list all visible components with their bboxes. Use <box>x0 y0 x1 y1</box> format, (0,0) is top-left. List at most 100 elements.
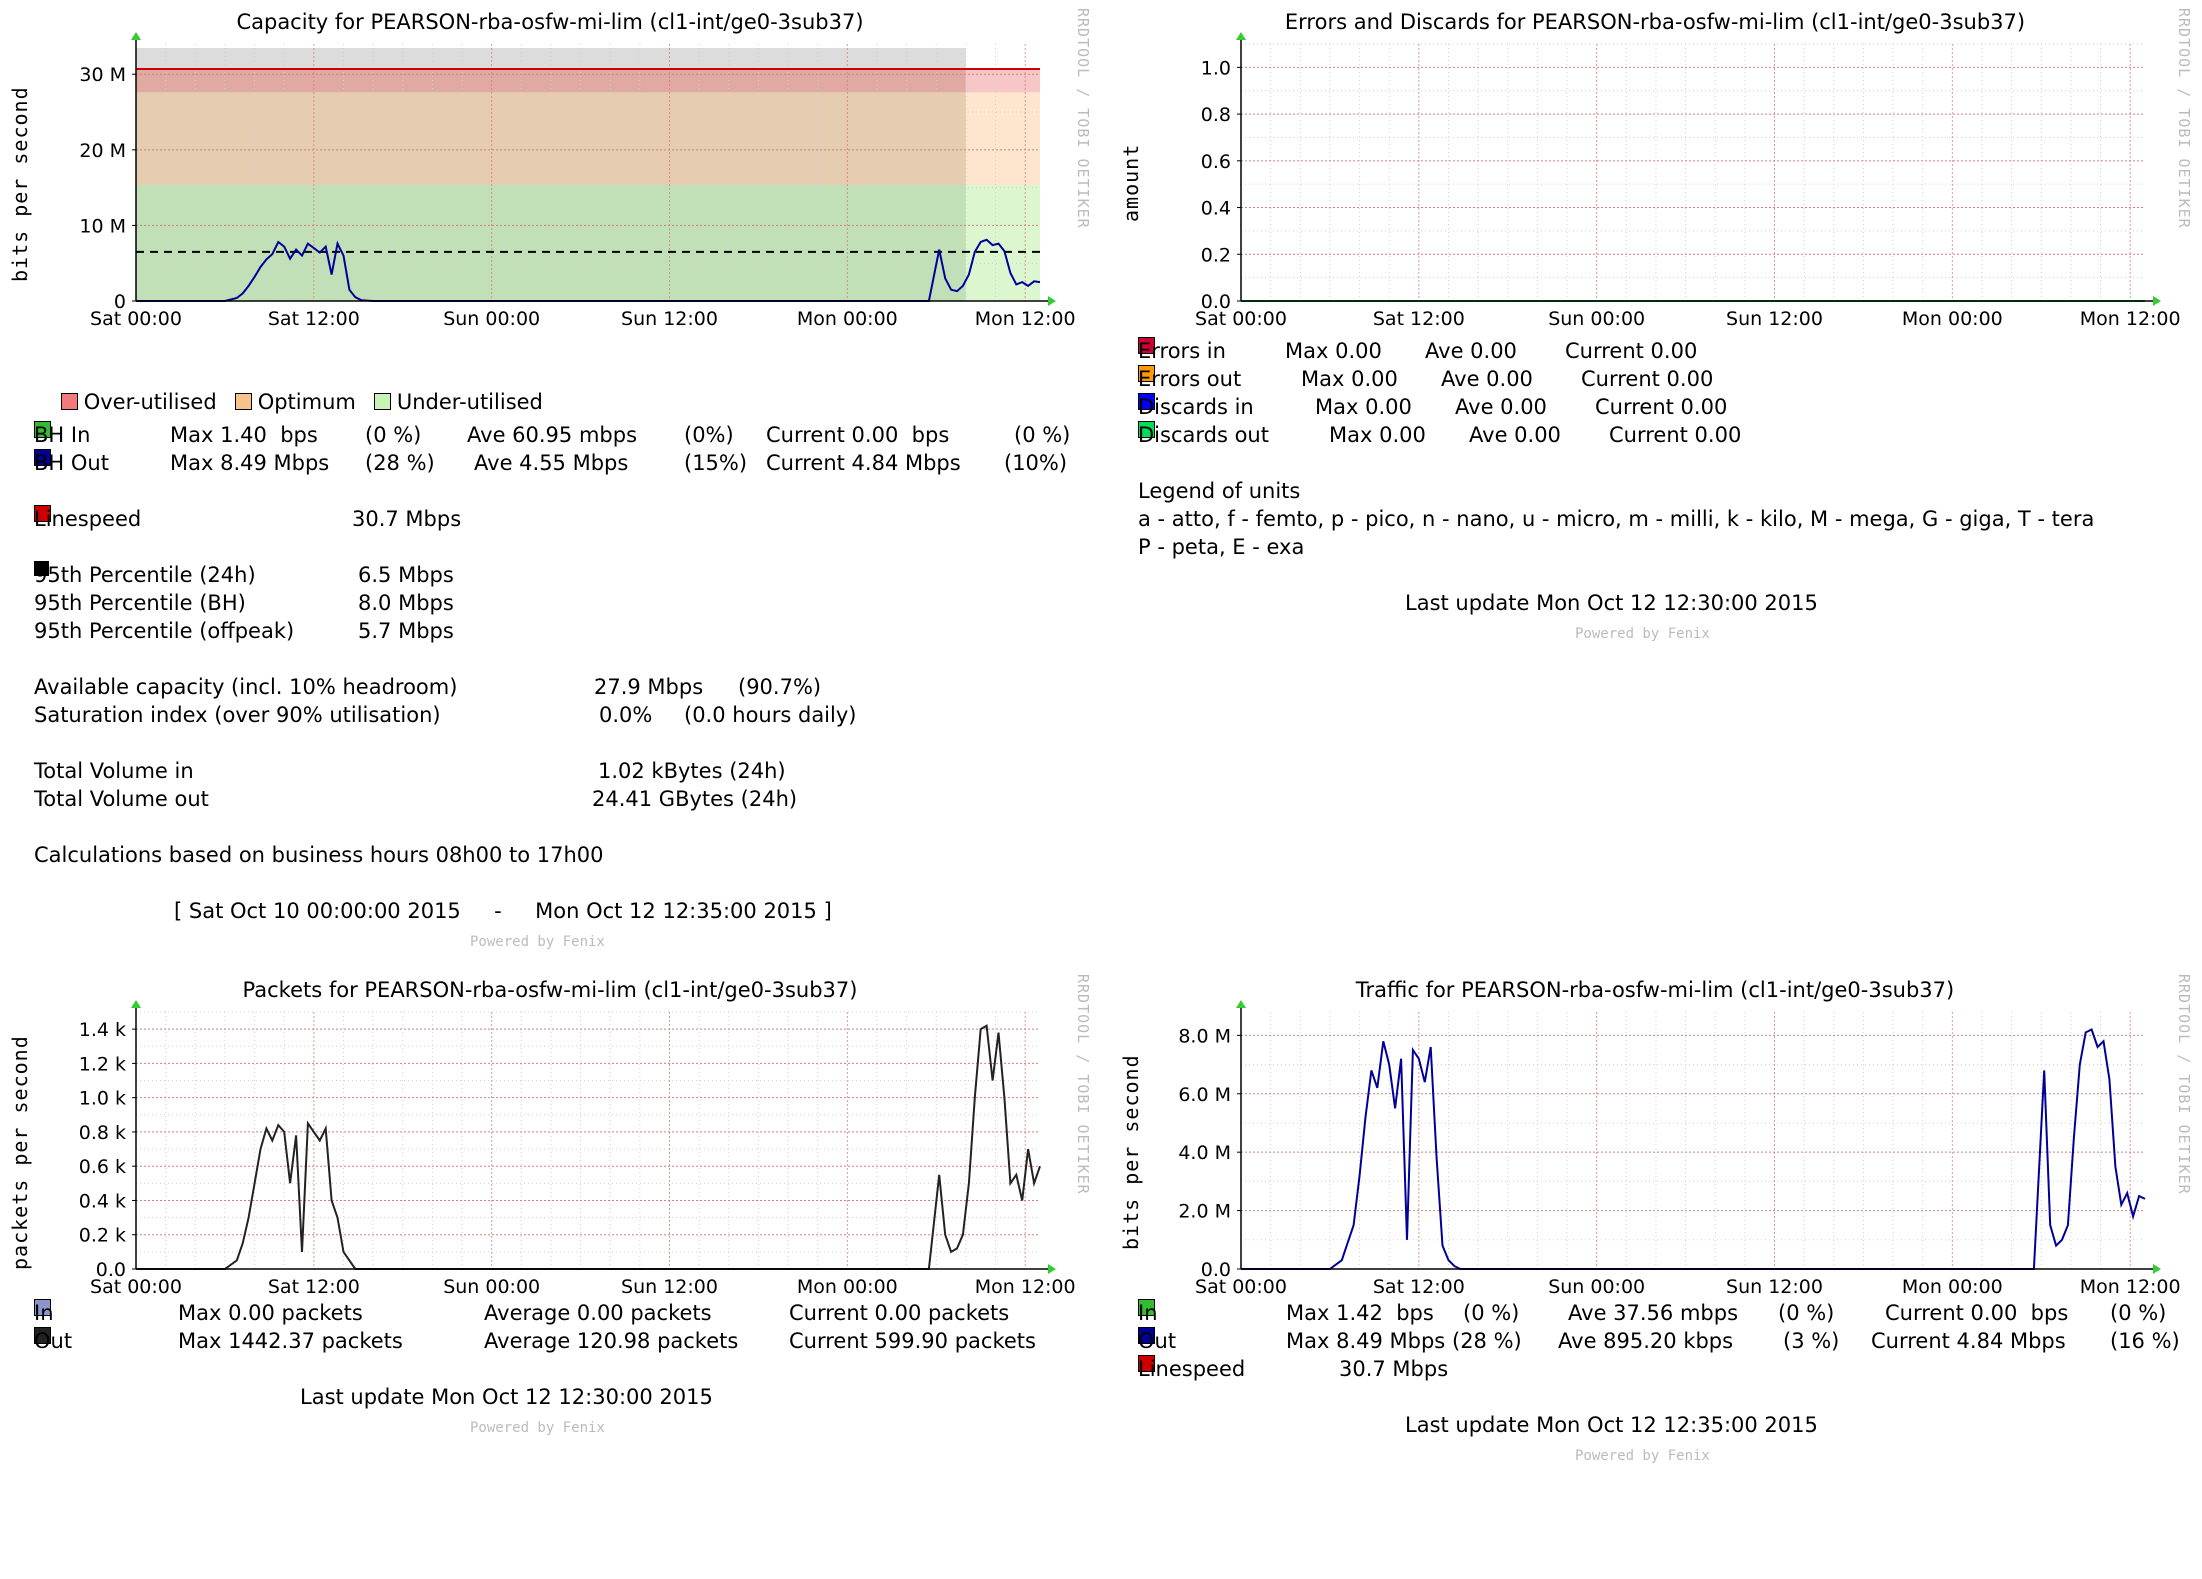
x-tick-label: Sat 12:00 <box>268 1276 360 1298</box>
stat-cur: Current 4.84 Mbps <box>1871 1329 2066 1353</box>
available-value: 27.9 Mbps <box>594 675 704 699</box>
capacity-stat-bh-out: BH Out Max 8.49 Mbps (28 %) Ave 4.55 Mbp… <box>34 449 1074 477</box>
x-tick-label: Sun 00:00 <box>1548 308 1645 330</box>
stat-max: Max 0.00 <box>1315 395 1412 419</box>
stat-name: In <box>34 1301 54 1325</box>
x-tick-label: Sun 12:00 <box>621 308 718 330</box>
y-axis-arrow <box>1236 1000 1246 1008</box>
traffic-stat-in: In Max 1.42 bps (0 %) Ave 37.56 mbps (0 … <box>1138 1299 2198 1327</box>
errors-last-update: Last update Mon Oct 12 12:30:00 2015 <box>1405 591 1818 615</box>
y-tick-label: 0.0 <box>1201 1259 1231 1281</box>
units-legend-title: Legend of units <box>1138 479 1301 503</box>
zone-optimum-swatch <box>234 393 252 410</box>
y-tick-label: 0.6 k <box>79 1156 126 1178</box>
stat-max: Max 8.49 Mbps <box>1286 1329 1446 1353</box>
x-tick-label: Sat 12:00 <box>1373 1276 1465 1298</box>
y-tick-label: 30 M <box>79 64 126 86</box>
x-axis-arrow <box>1048 296 1056 306</box>
series-line-0 <box>136 1024 1041 1270</box>
linespeed-value: 30.7 Mbps <box>352 507 462 531</box>
y-tick-label: 0.4 k <box>79 1190 126 1212</box>
x-tick-label: Mon 00:00 <box>1902 1276 2003 1298</box>
linespeed-label: Linespeed <box>34 507 142 531</box>
x-tick-label: Sun 12:00 <box>1726 308 1823 330</box>
traffic-powered-by: Powered by Fenix <box>1575 1448 1710 1464</box>
x-tick-label: Mon 00:00 <box>1902 308 2003 330</box>
packets-panel: Packets for PEARSON-rba-osfw-mi-lim (cl1… <box>0 968 1100 1484</box>
stat-max: Max 1.42 bps <box>1286 1301 1434 1325</box>
stat-cur: Current 0.00 bps <box>1885 1301 2069 1325</box>
zone-optimum-business <box>136 92 966 185</box>
stat-maxpct: (0 %) <box>365 423 422 447</box>
traffic-linespeed: Linespeed 30.7 Mbps <box>1138 1355 1738 1383</box>
bh-out-swatch <box>34 449 51 466</box>
available-label: Available capacity (incl. 10% headroom) <box>34 675 458 699</box>
percentile-24h: 95th Percentile (24h) 6.5 Mbps <box>34 561 634 589</box>
capacity-stat-bh-in: BH In Max 1.40 bps (0 %) Ave 60.95 mbps … <box>34 421 1074 449</box>
errors-title: Errors and Discards for PEARSON-rba-osfw… <box>1284 10 2026 34</box>
stat-name: Errors out <box>1138 367 1242 391</box>
packets-stat-in: In Max 0.00 packets Average 0.00 packets… <box>34 1299 1094 1327</box>
x-axis-arrow <box>2153 1264 2161 1274</box>
stat-maxpct: (28 %) <box>365 451 435 475</box>
errors-panel: Errors and Discards for PEARSON-rba-osfw… <box>1105 0 2202 660</box>
saturation-extra: (0.0 hours daily) <box>684 703 857 727</box>
percentile-label: 95th Percentile (BH) <box>34 591 246 615</box>
errors-stat-errors-in: Errors in Max 0.00 Ave 0.00 Current 0.00 <box>1138 337 2138 365</box>
errors-stat-discards-out: Discards out Max 0.00 Ave 0.00 Current 0… <box>1138 421 2138 449</box>
stat-cur: Current 0.00 packets <box>789 1301 1010 1325</box>
capacity-zone-legend: Over-utilised Optimum Under-utilised <box>34 366 543 438</box>
saturation-label: Saturation index (over 90% utilisation) <box>34 703 441 727</box>
zone-over-swatch <box>60 393 78 410</box>
packets-title: Packets for PEARSON-rba-osfw-mi-lim (cl1… <box>242 978 858 1002</box>
units-legend-line2: P - peta, E - exa <box>1138 535 1305 559</box>
traffic-title: Traffic for PEARSON-rba-osfw-mi-lim (cl1… <box>1355 978 1955 1002</box>
stat-ave: Ave 0.00 <box>1425 339 1517 363</box>
stat-maxpct: (0 %) <box>1463 1301 1520 1325</box>
x-tick-label: Sun 12:00 <box>1726 1276 1823 1298</box>
traffic-out-swatch <box>1138 1327 1155 1344</box>
x-tick-label: Mon 12:00 <box>975 1276 1076 1298</box>
stat-name: Out <box>34 1329 73 1353</box>
packets-out-swatch <box>34 1327 51 1344</box>
errors-stat-discards-in: Discards in Max 0.00 Ave 0.00 Current 0.… <box>1138 393 2138 421</box>
stat-ave: Ave 895.20 kbps <box>1558 1329 1734 1353</box>
zone-under-swatch <box>373 393 391 410</box>
volume-out-label: Total Volume out <box>34 787 209 811</box>
volume-in-value: 1.02 kBytes (24h) <box>598 759 786 783</box>
linespeed-value: 30.7 Mbps <box>1339 1357 1449 1381</box>
stat-max: Max 0.00 packets <box>178 1301 363 1325</box>
stat-name: Out <box>1138 1329 1177 1353</box>
stat-max: Max 1.40 bps <box>170 423 318 447</box>
y-tick-label: 0.8 <box>1201 104 1231 126</box>
x-tick-label: Sat 00:00 <box>90 308 182 330</box>
percentile-value: 5.7 Mbps <box>358 619 454 643</box>
capacity-panel: Capacity for PEARSON-rba-osfw-mi-lim (cl… <box>0 0 1100 960</box>
x-tick-label: Mon 00:00 <box>797 308 898 330</box>
stat-max: Max 8.49 Mbps <box>170 451 330 475</box>
y-tick-label: 0.0 <box>96 1259 126 1281</box>
stat-max: Max 0.00 <box>1301 367 1398 391</box>
available-pct: (90.7%) <box>738 675 822 699</box>
percentile-label: 95th Percentile (offpeak) <box>34 619 295 643</box>
stat-curpct: (0 %) <box>2110 1301 2167 1325</box>
errors-stat-errors-out: Errors out Max 0.00 Ave 0.00 Current 0.0… <box>1138 365 2138 393</box>
x-tick-label: Sat 00:00 <box>90 1276 182 1298</box>
x-tick-label: Sat 12:00 <box>268 308 360 330</box>
series-line-0 <box>136 238 1041 302</box>
stat-ave: Average 0.00 packets <box>484 1301 712 1325</box>
zone-under-business <box>136 184 966 301</box>
y-tick-label: 1.0 k <box>79 1088 126 1110</box>
linespeed-swatch <box>34 505 51 522</box>
stat-curpct: (16 %) <box>2110 1329 2180 1353</box>
capacity-powered-by: Powered by Fenix <box>470 934 605 950</box>
stat-cur: Current 0.00 <box>1595 395 1728 419</box>
x-axis-arrow <box>2153 296 2161 306</box>
y-tick-label: 1.4 k <box>79 1019 126 1041</box>
zone-over-label: Over-utilised <box>83 390 217 414</box>
time-range: [ Sat Oct 10 00:00:00 2015 - Mon Oct 12 … <box>174 899 832 923</box>
stat-cur: Current 4.84 Mbps <box>766 451 961 475</box>
stat-curpct: (10%) <box>1004 451 1068 475</box>
y-tick-label: 4.0 M <box>1178 1142 1231 1164</box>
stat-cur: Current 599.90 packets <box>789 1329 1036 1353</box>
